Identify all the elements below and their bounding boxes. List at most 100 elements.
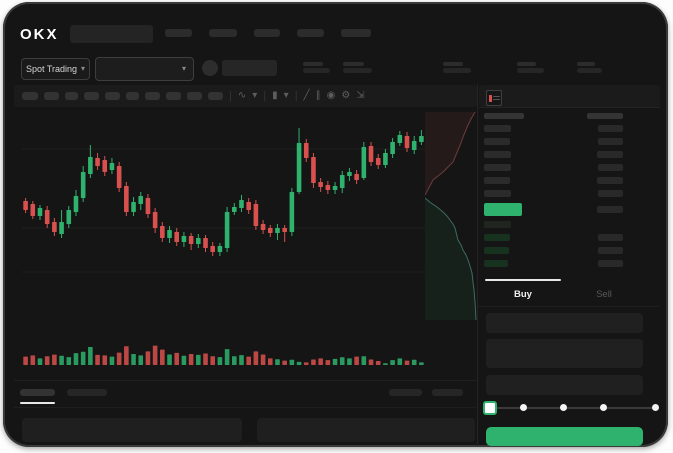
ask-amount-placeholder[interactable]	[598, 164, 623, 171]
timeframe-button-placeholder[interactable]	[84, 92, 99, 100]
timeframe-button-placeholder[interactable]	[65, 92, 78, 100]
nav-item-placeholder[interactable]	[297, 29, 324, 37]
divider	[14, 380, 477, 381]
divider: |	[263, 90, 267, 102]
divider	[479, 107, 660, 108]
amount-slider-track[interactable]	[489, 407, 655, 409]
slider-stop-dot[interactable]	[651, 404, 659, 411]
indicators-icon[interactable]: ∿	[237, 90, 247, 101]
amount-input[interactable]	[486, 339, 643, 368]
tab-sell[interactable]: Sell	[596, 289, 612, 300]
nav-menu	[165, 29, 371, 37]
pair-selector-dropdown[interactable]: ▾	[95, 57, 194, 81]
orders-tab-active[interactable]	[20, 389, 55, 396]
tab-buy[interactable]: Buy	[514, 289, 532, 300]
timeframe-button-placeholder[interactable]	[166, 92, 181, 100]
timeframe-button-placeholder[interactable]	[126, 92, 139, 100]
chevron-down-icon[interactable]: ▾	[283, 90, 289, 101]
market-type-dropdown[interactable]: Spot Trading ▾	[21, 58, 90, 80]
stat-value-placeholder	[303, 68, 330, 73]
timeframe-button-placeholder[interactable]	[208, 92, 223, 100]
ask-amount-placeholder[interactable]	[597, 151, 623, 158]
stat-value-placeholder	[517, 68, 544, 73]
chevron-down-icon: ▾	[81, 64, 86, 73]
stat-label-placeholder	[303, 62, 323, 66]
ask-price-placeholder[interactable]	[484, 138, 510, 145]
panel-action-placeholder[interactable]	[432, 389, 463, 396]
ask-price-placeholder[interactable]	[484, 190, 511, 197]
toggle-color-bars	[488, 94, 492, 102]
slider-stop-dot[interactable]	[600, 404, 608, 411]
bid-price-placeholder[interactable]	[484, 260, 508, 267]
ask-amount-placeholder[interactable]	[598, 138, 623, 145]
orders-panel	[3, 380, 477, 446]
timeframe-button-placeholder[interactable]	[145, 92, 160, 100]
orderbook-col-header[interactable]	[484, 113, 524, 119]
orderbook	[483, 2, 640, 280]
ask-amount-placeholder[interactable]	[597, 177, 623, 184]
orders-table-placeholder	[257, 418, 475, 442]
camera-icon[interactable]: ◉	[326, 90, 336, 101]
divider	[478, 306, 660, 307]
ask-amount-placeholder[interactable]	[598, 125, 623, 132]
slider-stop-dot[interactable]	[560, 404, 568, 411]
bid-amount-placeholder[interactable]	[598, 247, 623, 254]
coin-avatar	[202, 60, 218, 76]
timeframe-button-placeholder[interactable]	[44, 92, 59, 100]
ticker-stats	[3, 50, 668, 84]
trade-panel: Buy Sell	[478, 278, 660, 446]
orderbook-toolbar-strip	[479, 85, 660, 107]
divider: |	[229, 90, 232, 102]
parallel-channel-icon[interactable]: ∥	[315, 90, 321, 101]
pair-name-placeholder	[222, 60, 277, 76]
chevron-down-icon: ▾	[181, 64, 186, 73]
settings-gear-icon[interactable]: ⚙	[341, 90, 351, 101]
market-type-label: Spot Trading	[25, 64, 78, 74]
instrument-row: Spot Trading ▾ ▾	[3, 50, 668, 84]
ask-price-placeholder[interactable]	[484, 125, 511, 132]
depth-chart	[425, 111, 477, 321]
toggle-lines	[493, 95, 500, 101]
chart-toolbar: | ∿ ▾ | ▮ ▾ | ╱ ∥ ◉ ⚙ ⇲	[22, 89, 365, 103]
bid-amount-placeholder[interactable]	[598, 234, 623, 241]
nav-item-placeholder[interactable]	[209, 29, 237, 37]
chevron-down-icon[interactable]: ▾	[252, 90, 258, 101]
ask-price-placeholder[interactable]	[484, 164, 511, 171]
total-input[interactable]	[486, 375, 643, 395]
price-input[interactable]	[486, 313, 643, 333]
okx-logo[interactable]: OKX	[20, 26, 59, 43]
search-input[interactable]	[70, 25, 153, 43]
history-tab[interactable]	[67, 389, 107, 396]
buy-tab-underline	[485, 279, 561, 281]
amount-slider[interactable]	[483, 400, 659, 416]
trend-line-icon[interactable]: ╱	[303, 90, 310, 101]
nav-item-placeholder[interactable]	[165, 29, 192, 37]
candle-type-icon[interactable]: ▮	[272, 90, 278, 101]
slider-handle[interactable]	[483, 401, 497, 415]
last-price-highlight[interactable]	[484, 203, 522, 216]
ask-amount-placeholder[interactable]	[597, 206, 623, 213]
slider-stop-dot[interactable]	[519, 404, 527, 411]
timeframe-button-placeholder[interactable]	[187, 92, 202, 100]
fullscreen-icon[interactable]: ⇲	[356, 90, 365, 101]
chart-toolbar-strip	[14, 85, 477, 107]
bid-price-placeholder[interactable]	[484, 247, 509, 254]
ask-price-placeholder[interactable]	[484, 177, 510, 184]
nav-item-placeholder[interactable]	[254, 29, 280, 37]
orderbook-layout-asks-icon[interactable]	[486, 90, 502, 106]
orderbook-col-header[interactable]	[587, 113, 623, 119]
bid-price-placeholder[interactable]	[484, 234, 510, 241]
timeframe-button-placeholder[interactable]	[22, 92, 38, 100]
ask-amount-placeholder[interactable]	[598, 190, 623, 197]
stat-label-placeholder	[577, 62, 595, 66]
buy-submit-button[interactable]	[486, 427, 643, 446]
candlestick-chart[interactable]	[22, 110, 425, 330]
ask-price-placeholder[interactable]	[484, 151, 511, 158]
nav-item-placeholder[interactable]	[341, 29, 371, 37]
bid-price-placeholder[interactable]	[484, 221, 511, 228]
volume-chart	[23, 345, 424, 365]
timeframe-button-placeholder[interactable]	[105, 92, 120, 100]
panel-action-placeholder[interactable]	[389, 389, 422, 396]
stat-value-placeholder	[443, 68, 471, 73]
bid-amount-placeholder[interactable]	[598, 260, 623, 267]
